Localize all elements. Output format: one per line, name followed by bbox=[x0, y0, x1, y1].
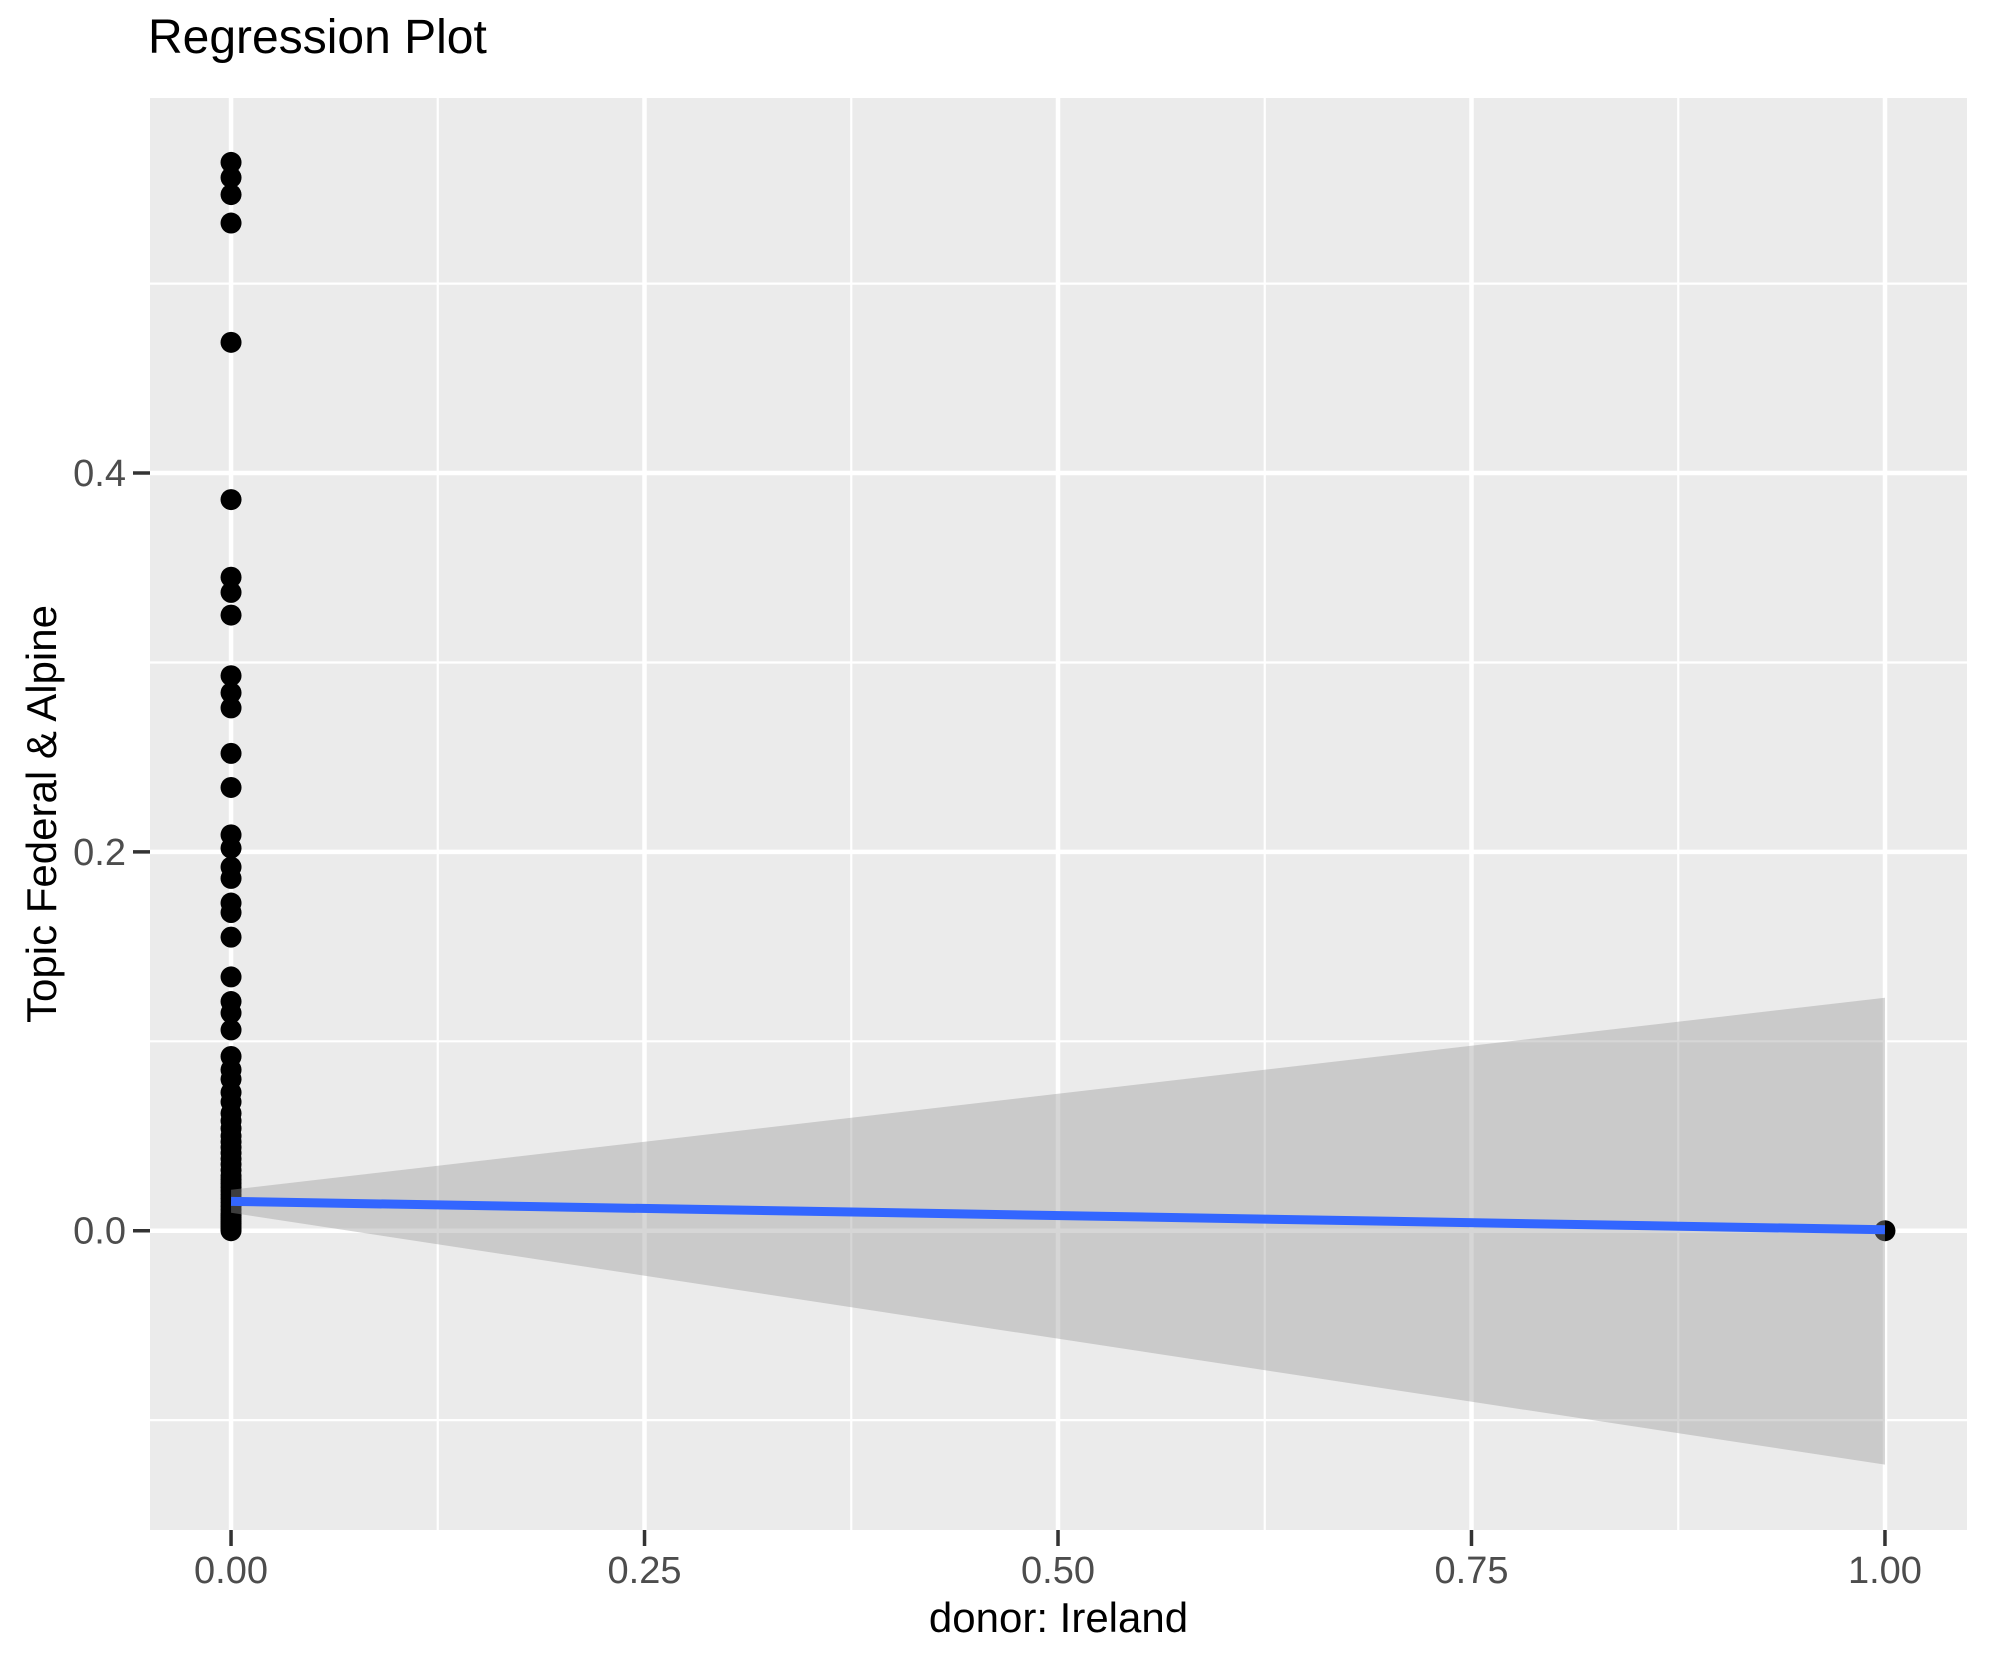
scatter-point bbox=[220, 331, 242, 353]
regression-line bbox=[230, 1196, 1886, 1235]
x-tick-label: 0.25 bbox=[608, 1550, 682, 1592]
scatter-point bbox=[220, 1002, 242, 1024]
scatter-point bbox=[220, 742, 242, 764]
scatter-point bbox=[220, 604, 242, 626]
scatter-point bbox=[220, 1019, 242, 1041]
x-tick-label: 0.75 bbox=[1435, 1550, 1509, 1592]
plot-title: Regression Plot bbox=[148, 11, 487, 64]
scatter-point bbox=[220, 966, 242, 988]
scatter-point bbox=[220, 184, 242, 206]
y-axis-title: Topic Federal & Alpine bbox=[18, 605, 65, 1023]
y-tick-label: 0.2 bbox=[73, 832, 126, 874]
scatter-point bbox=[220, 581, 242, 603]
scatter-point bbox=[220, 776, 242, 798]
x-tick-label: 0.50 bbox=[1021, 1550, 1095, 1592]
scatter-point bbox=[220, 167, 242, 189]
x-tick-label: 0.00 bbox=[194, 1550, 268, 1592]
scatter-point bbox=[220, 212, 242, 234]
confidence-band bbox=[231, 997, 1885, 1465]
scatter-point bbox=[220, 151, 242, 173]
scatter-point bbox=[220, 697, 242, 719]
scatter-point bbox=[220, 682, 242, 704]
scatter-point bbox=[220, 901, 242, 923]
y-tick-label: 0.4 bbox=[73, 453, 126, 495]
scatter-point bbox=[220, 665, 242, 687]
scatter-point bbox=[220, 1220, 242, 1242]
scatter-point bbox=[220, 867, 242, 889]
scatter-point bbox=[220, 837, 242, 859]
x-tick-label: 1.00 bbox=[1848, 1550, 1922, 1592]
y-tick-label: 0.0 bbox=[73, 1211, 126, 1253]
x-axis-title: donor: Ireland bbox=[928, 1594, 1189, 1641]
scatter-point bbox=[220, 489, 242, 511]
scatter-point bbox=[220, 926, 242, 948]
scatter-point bbox=[220, 566, 242, 588]
